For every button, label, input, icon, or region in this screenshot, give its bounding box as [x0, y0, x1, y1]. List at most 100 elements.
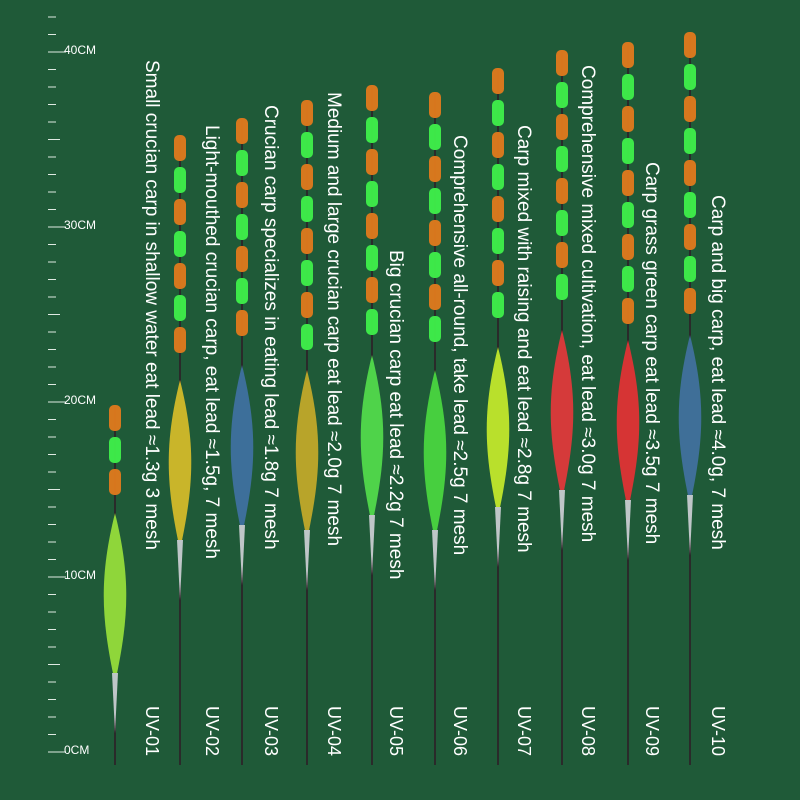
float-tail	[239, 525, 245, 585]
antenna-segment	[622, 266, 634, 292]
float-tail	[112, 673, 118, 733]
product-model: UV-02	[202, 706, 222, 757]
float-tail	[177, 540, 183, 600]
product-model: UV-07	[514, 706, 534, 757]
product-model: UV-08	[578, 706, 598, 757]
antenna-segment	[492, 164, 504, 190]
product-description: Comprehensive all-round, take lead ≈2.5g…	[449, 135, 470, 556]
antenna-segment	[236, 182, 248, 208]
product-model: UV-06	[450, 706, 470, 757]
antenna-segment	[366, 181, 378, 207]
antenna-segment	[236, 278, 248, 304]
product-description: Medium and large crucian carp eat lead ≈…	[323, 92, 344, 547]
ruler-label: 10CM	[64, 568, 97, 582]
antenna-segment	[684, 64, 696, 90]
product-model: UV-04	[324, 706, 344, 757]
antenna-segment	[492, 132, 504, 158]
antenna-segment	[366, 117, 378, 143]
antenna-segment	[684, 160, 696, 186]
float-body	[103, 513, 127, 683]
product-description: Small crucian carp in shallow water eat …	[141, 60, 162, 550]
antenna-segment	[622, 106, 634, 132]
float-tail	[495, 507, 501, 567]
antenna-segment	[301, 292, 313, 318]
antenna-segment	[622, 234, 634, 260]
antenna-segment	[684, 32, 696, 58]
antenna-segment	[429, 220, 441, 246]
float-body	[678, 335, 702, 505]
antenna-segment	[366, 309, 378, 335]
antenna-segment	[236, 118, 248, 144]
antenna-segment	[684, 96, 696, 122]
antenna-segment	[556, 178, 568, 204]
antenna-segment	[492, 260, 504, 286]
antenna-segment	[684, 288, 696, 314]
antenna-segment	[429, 252, 441, 278]
antenna-segment	[684, 128, 696, 154]
antenna-segment	[236, 310, 248, 336]
float-body	[168, 380, 192, 550]
product-description: Crucian carp specializes in eating lead …	[260, 105, 281, 550]
antenna-segment	[492, 68, 504, 94]
antenna-segment	[366, 277, 378, 303]
antenna-segment	[301, 164, 313, 190]
antenna-segment	[236, 150, 248, 176]
float-body	[423, 370, 447, 540]
ruler-label: 0CM	[64, 743, 90, 757]
product-description: Comprehensive mixed cultivation, eat lea…	[577, 65, 598, 543]
antenna-segment	[622, 170, 634, 196]
antenna-segment	[492, 100, 504, 126]
antenna-segment	[556, 146, 568, 172]
antenna-segment	[429, 92, 441, 118]
antenna-segment	[492, 292, 504, 318]
antenna-segment	[556, 274, 568, 300]
antenna-segment	[109, 405, 121, 431]
float-body	[486, 347, 510, 517]
antenna-segment	[366, 149, 378, 175]
antenna-segment	[301, 260, 313, 286]
float-tail	[369, 515, 375, 575]
float-tail	[625, 500, 631, 560]
antenna-segment	[429, 284, 441, 310]
float-body	[550, 330, 574, 500]
float-body	[230, 365, 254, 535]
antenna-segment	[556, 50, 568, 76]
ruler-label: 20CM	[64, 393, 97, 407]
antenna-segment	[492, 228, 504, 254]
antenna-segment	[366, 213, 378, 239]
antenna-segment	[684, 256, 696, 282]
product-model: UV-09	[642, 706, 662, 757]
antenna-segment	[556, 242, 568, 268]
antenna-segment	[236, 214, 248, 240]
antenna-segment	[174, 135, 186, 161]
antenna-segment	[622, 74, 634, 100]
float-tail	[432, 530, 438, 590]
ruler-label: 30CM	[64, 218, 97, 232]
antenna-segment	[301, 196, 313, 222]
antenna-segment	[366, 85, 378, 111]
antenna-segment	[622, 202, 634, 228]
antenna-segment	[174, 167, 186, 193]
product-model: UV-03	[261, 706, 281, 757]
float-body	[360, 355, 384, 525]
product-description: Carp grass green carp eat lead ≈3.5g 7 m…	[641, 162, 662, 545]
antenna-segment	[556, 210, 568, 236]
product-model: UV-10	[708, 706, 728, 757]
float-body	[295, 370, 319, 540]
float-tail	[687, 495, 693, 555]
antenna-segment	[174, 231, 186, 257]
antenna-segment	[429, 188, 441, 214]
antenna-segment	[684, 192, 696, 218]
antenna-segment	[429, 156, 441, 182]
antenna-segment	[429, 316, 441, 342]
product-description: Carp mixed with raising and eat lead ≈2.…	[513, 125, 534, 553]
antenna-segment	[174, 199, 186, 225]
antenna-segment	[622, 138, 634, 164]
product-description: Carp and big carp, eat lead ≈4.0g, 7 mes…	[707, 195, 728, 550]
antenna-segment	[622, 42, 634, 68]
antenna-segment	[236, 246, 248, 272]
antenna-segment	[556, 114, 568, 140]
antenna-segment	[301, 228, 313, 254]
float-tail	[304, 530, 310, 590]
